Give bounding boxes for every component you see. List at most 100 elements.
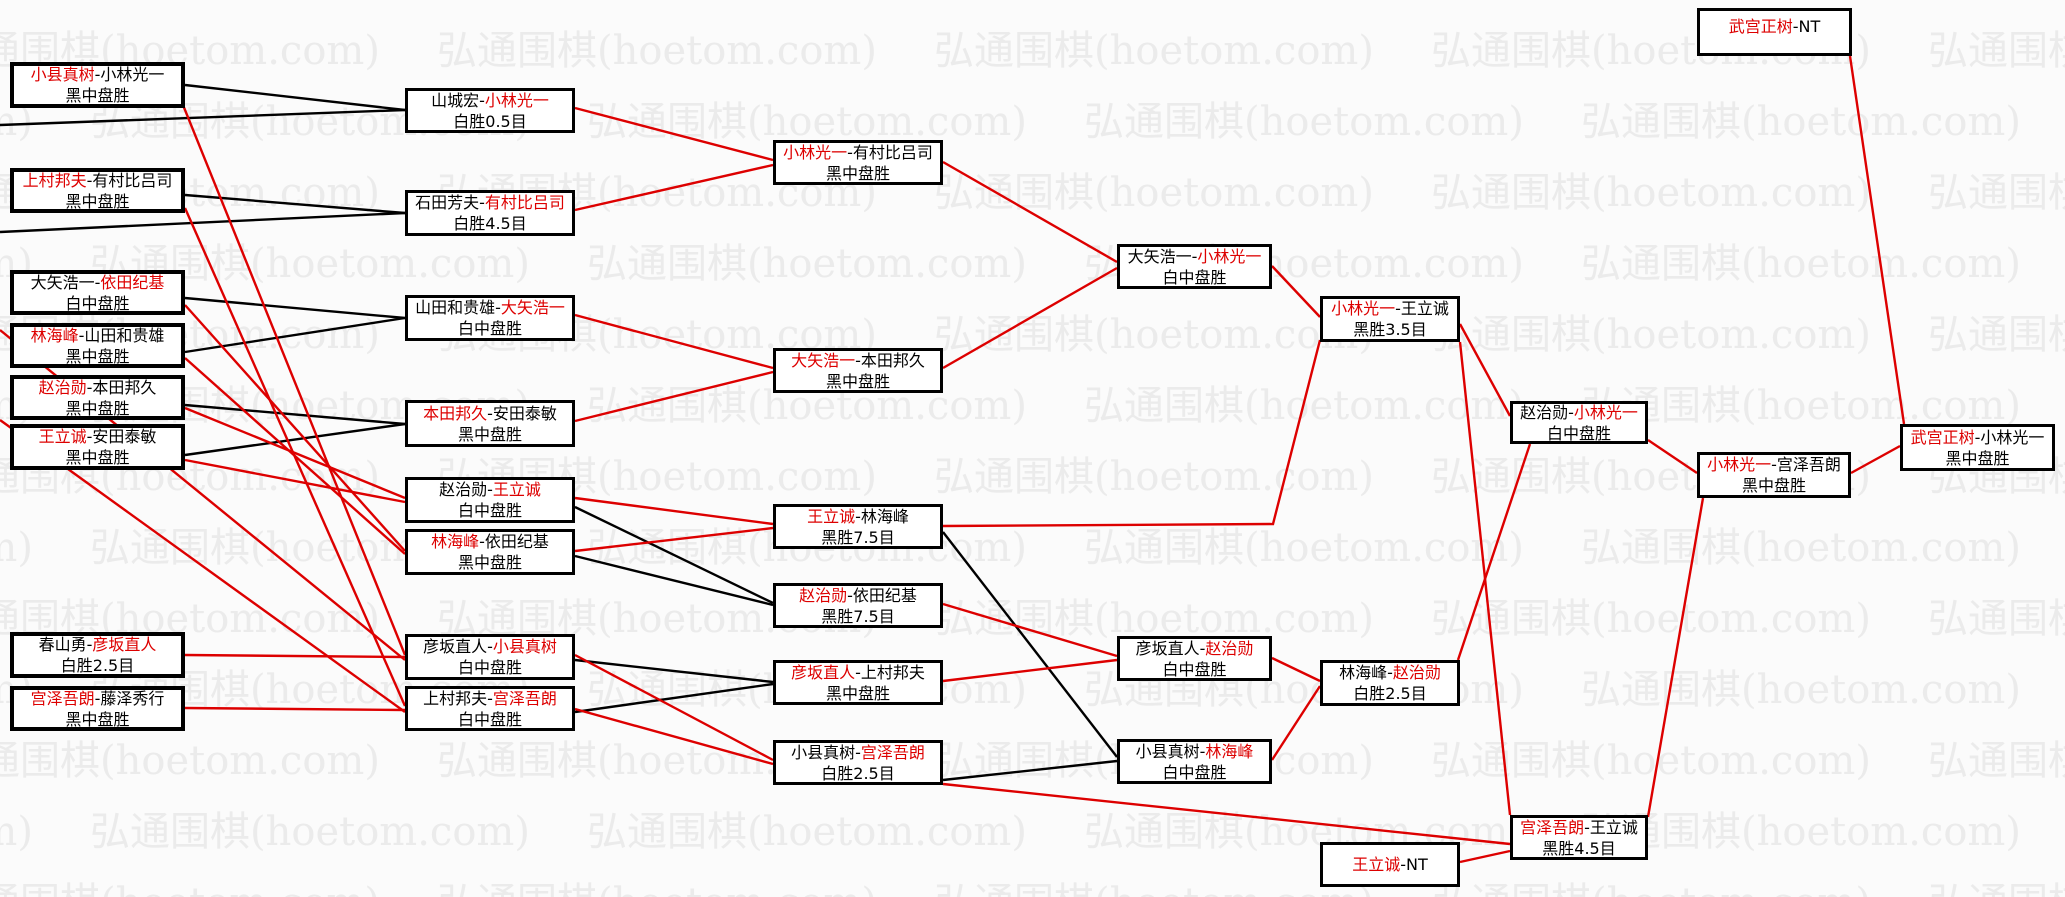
- match-result: 黑中盘胜: [65, 346, 130, 366]
- match-players: 小县真树-宫泽吾朗: [791, 742, 925, 763]
- match-result: 白胜0.5目: [453, 111, 527, 131]
- winner-path-line: [1271, 265, 1321, 318]
- player-name: 石田芳夫: [415, 193, 480, 212]
- winner-path-line: [1646, 497, 1705, 818]
- player-name: 上村邦夫: [423, 688, 488, 708]
- match-box-A7: 春山勇-彦坂直人 白胜2.5目: [10, 632, 185, 678]
- match-players: 春山勇-彦坂直人: [39, 634, 157, 655]
- winner-player-name: 本田邦久: [423, 403, 488, 423]
- player-name: 小县真树: [1135, 741, 1200, 761]
- match-players: 山城宏-小林光一: [431, 90, 549, 111]
- player-name: 依田纪基: [484, 532, 549, 551]
- winner-player-name: 林海峰: [30, 325, 79, 345]
- player-name: 依田纪基: [852, 585, 917, 605]
- player-separator: -: [94, 688, 101, 708]
- player-separator: -: [487, 688, 493, 708]
- loser-path-line: [942, 531, 1118, 758]
- match-result: 黑中盘胜: [65, 709, 130, 729]
- match-players: 小林光一-王立诚: [1331, 298, 1449, 319]
- match-result: 黑胜7.5目: [821, 527, 895, 547]
- winner-player-name: 大矢浩一: [500, 298, 565, 317]
- match-players: 小林光一-有村比吕司: [783, 142, 933, 163]
- match-players: 王立诚-NT: [1352, 854, 1428, 875]
- player-separator: -: [1400, 855, 1407, 874]
- match-result: 黑中盘胜: [457, 424, 522, 444]
- winner-path-line: [942, 602, 1118, 658]
- player-separator: -: [1568, 402, 1574, 422]
- winner-path-line: [942, 782, 1511, 846]
- player-name: 赵治勋: [439, 480, 488, 499]
- winner-path-line: [1850, 444, 1901, 475]
- winner-player-name: 林海峰: [431, 532, 480, 551]
- player-name: 彦坂直人: [1135, 638, 1200, 658]
- winner-path-line: [574, 163, 774, 212]
- match-players: 小县真树-小林光一: [31, 64, 165, 85]
- match-box-C2: 大矢浩一-本田邦久 黑中盘胜: [773, 348, 943, 393]
- winner-player-name: 小林光一: [1573, 402, 1638, 422]
- match-box-B5: 赵治勋-王立诚 白中盘胜: [405, 477, 575, 523]
- match-players: 赵治勋-本田邦久: [39, 377, 157, 398]
- winner-player-name: 小县真树: [30, 65, 95, 84]
- match-players: 大矢浩一-本田邦久: [791, 350, 925, 371]
- player-name: 小林光一: [1980, 427, 2045, 447]
- winner-player-name: 赵治勋: [1205, 638, 1254, 658]
- player-separator: -: [1387, 663, 1393, 682]
- loser-path-line: [184, 83, 406, 112]
- player-separator: -: [487, 480, 493, 499]
- player-name: 山田和贵雄: [84, 325, 165, 345]
- match-result: 黑中盘胜: [825, 683, 890, 703]
- match-box-F2: 宫泽吾朗-王立诚 黑胜4.5目: [1510, 815, 1648, 860]
- match-box-C3: 王立诚-林海峰 黑胜7.5目: [773, 504, 943, 549]
- winner-player-name: 王立诚: [1352, 855, 1401, 874]
- match-box-G0: 武宫正树-NT: [1697, 8, 1852, 56]
- player-separator: -: [855, 506, 861, 526]
- winner-player-name: 上村邦夫: [22, 170, 87, 190]
- winner-player-name: 王立诚: [492, 480, 541, 499]
- match-result: 白中盘胜: [457, 319, 522, 338]
- winner-player-name: 赵治勋: [1392, 663, 1441, 682]
- player-name: 王立诚: [1400, 299, 1449, 318]
- match-box-F1: 赵治勋-小林光一 白中盘胜: [1510, 401, 1648, 444]
- match-box-C1: 小林光一-有村比吕司 黑中盘胜: [773, 140, 943, 185]
- winner-path-line: [184, 706, 406, 712]
- player-name: 上村邦夫: [860, 662, 925, 682]
- winner-path-line: [574, 313, 774, 370]
- match-box-H1: 武宫正树-小林光一 黑中盘胜: [1900, 424, 2055, 471]
- match-box-B6: 林海峰-依田纪基 黑中盘胜: [405, 529, 575, 575]
- player-separator: -: [86, 427, 93, 446]
- winner-path-line: [181, 104, 407, 656]
- match-result: 黑中盘胜: [65, 86, 130, 105]
- player-separator: -: [86, 377, 93, 397]
- player-separator: -: [1974, 427, 1981, 447]
- match-players: 小林光一-宫泽吾朗: [1707, 454, 1841, 475]
- winner-player-name: 武宫正树: [1728, 17, 1793, 36]
- match-box-A2: 上村邦夫-有村比吕司 黑中盘胜: [10, 168, 185, 213]
- match-result: 白中盘胜: [457, 658, 522, 677]
- match-box-E2: 林海峰-赵治勋 白胜2.5目: [1320, 660, 1460, 706]
- winner-player-name: 小林光一: [484, 90, 549, 110]
- match-players: 武宫正树-小林光一: [1911, 427, 2045, 448]
- winner-path-line: [942, 339, 1322, 528]
- player-name: NT: [1406, 855, 1428, 874]
- winner-path-line: [574, 653, 774, 762]
- player-name: 小林光一: [100, 65, 165, 84]
- match-players: 赵治勋-依田纪基: [799, 585, 917, 606]
- winner-path-line: [942, 658, 1118, 683]
- match-players: 宫泽吾朗-藤泽秀行: [31, 688, 165, 709]
- player-separator: -: [1584, 817, 1590, 837]
- player-separator: -: [94, 272, 101, 292]
- player-separator: -: [479, 193, 485, 212]
- winner-path-line: [574, 106, 774, 162]
- winner-player-name: 宫泽吾朗: [1520, 817, 1585, 837]
- winner-player-name: 大矢浩一: [791, 350, 856, 370]
- winner-player-name: 小林光一: [1331, 299, 1396, 318]
- match-players: 山田和贵雄-大矢浩一: [415, 297, 565, 318]
- winner-path-line: [1271, 656, 1321, 683]
- match-players: 小县真树-林海峰: [1136, 741, 1254, 762]
- loser-path-line: [184, 422, 406, 457]
- player-name: 本田邦久: [860, 350, 925, 370]
- loser-path-line: [574, 554, 774, 607]
- winner-player-name: 赵治勋: [799, 585, 848, 605]
